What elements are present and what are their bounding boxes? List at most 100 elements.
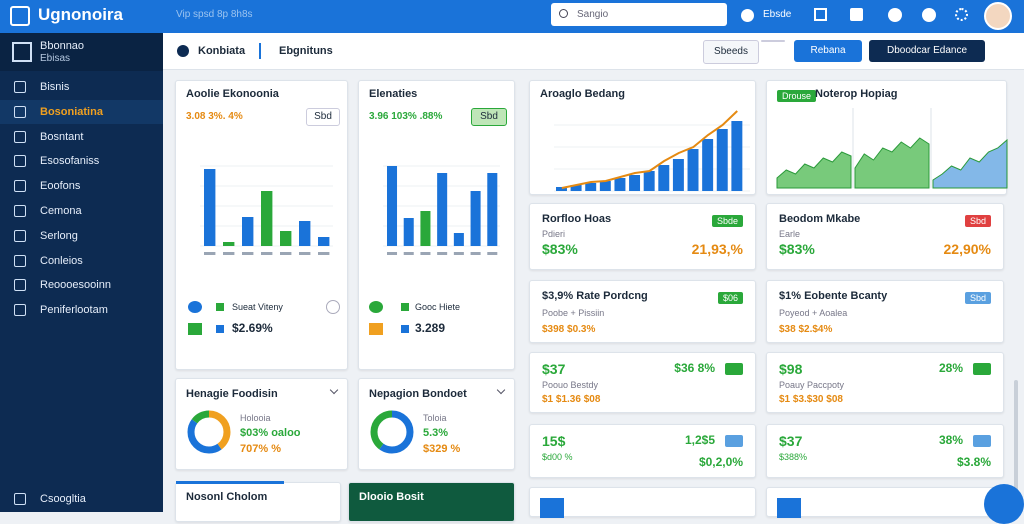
badge: Sbde <box>711 215 743 227</box>
bottom-card: Dlooio Bosit <box>348 482 515 522</box>
bar <box>470 191 481 246</box>
bar <box>453 233 464 246</box>
card-sub: $388% <box>779 452 808 462</box>
badge: $06 <box>717 292 743 304</box>
x-label <box>318 252 330 255</box>
card-title: $37 <box>779 433 803 449</box>
area <box>776 151 852 189</box>
search-box[interactable]: Sangio <box>551 3 727 26</box>
card-foot: $1 $1.36 $08 <box>542 394 601 405</box>
button[interactable]: Sbd <box>306 108 340 126</box>
bar <box>204 169 216 246</box>
icon[interactable] <box>922 8 936 22</box>
x-label <box>387 252 398 255</box>
donut-value: $03% oaloo <box>240 427 301 439</box>
card-title: Nepagion Bondoet <box>369 388 467 400</box>
card-title: Noterop Hopiag <box>815 88 898 100</box>
brand-block <box>0 33 163 71</box>
donut <box>370 410 414 454</box>
card-title: 15$ <box>542 433 566 449</box>
icon[interactable] <box>326 300 340 314</box>
bar <box>599 181 611 191</box>
icon[interactable] <box>888 8 902 22</box>
card-title: Aroaglo Bedang <box>540 88 625 100</box>
menu-footer[interactable]: Csoogltia <box>40 493 86 505</box>
scrollbar[interactable] <box>1014 380 1018 500</box>
bar <box>731 121 743 191</box>
card-sub: Poouo Bestdy <box>542 380 599 390</box>
bar <box>556 187 567 191</box>
legend-swatch <box>216 325 224 333</box>
card-value: $36 8% <box>674 361 715 375</box>
card-foot: $38 $2.$4% <box>779 324 833 335</box>
metric-card: $37 Poouo Bestdy $36 8% $1 $1.36 $08 <box>529 352 756 413</box>
chart-card: Aroaglo Bedang <box>529 80 756 195</box>
user-link[interactable]: Ebsde <box>763 9 792 20</box>
card-foot: $398 $0.3% <box>542 324 596 335</box>
icon[interactable] <box>850 8 863 21</box>
badge-icon <box>973 363 991 375</box>
donut-segment <box>187 410 231 454</box>
card-title: $37 <box>542 361 566 377</box>
icon[interactable] <box>741 9 754 22</box>
menu-item[interactable]: Reoooesooinn <box>40 279 111 292</box>
area <box>854 137 930 189</box>
bar <box>629 175 641 191</box>
legend-swatch <box>401 325 409 333</box>
x-label <box>437 252 448 255</box>
bar <box>242 217 254 246</box>
fab-button[interactable] <box>984 484 1024 524</box>
card-title: Dlooio Bosit <box>359 491 424 503</box>
x-label <box>204 252 216 255</box>
menu-item[interactable]: Bosntant <box>40 130 84 143</box>
x-label <box>280 252 292 255</box>
icon <box>177 45 189 57</box>
menu-item[interactable]: Cemona <box>40 205 82 217</box>
x-label <box>242 252 254 255</box>
bar <box>687 149 699 191</box>
button[interactable]: Sbeeds <box>703 40 759 64</box>
card-sub: Pdieri <box>542 229 566 239</box>
card-sub: Poauy Paccpoty <box>779 380 845 390</box>
bar <box>570 185 582 191</box>
button[interactable]: Rebana <box>794 40 862 62</box>
card-title: Henagie Foodisin <box>186 388 278 400</box>
x-label <box>223 252 235 255</box>
menu-item[interactable]: Bisnis <box>40 81 70 93</box>
card-value: $2.69% <box>232 321 273 335</box>
icon <box>14 304 26 317</box>
legend-swatch <box>401 303 409 311</box>
button[interactable]: Sbd <box>471 108 507 126</box>
icon <box>14 180 26 193</box>
bottom-card: Nosonl Cholom <box>175 481 341 522</box>
toolbar-tab[interactable]: Ebgnituns <box>279 45 333 57</box>
card-title: $3,9% Rate Pordcng <box>542 290 648 302</box>
bar <box>658 165 670 191</box>
card-title: Rorfloo Hoas <box>542 213 612 225</box>
sidebar: Bbonnao Ebisas Bisnis Bosoniatina Bosntant… <box>0 33 163 512</box>
button-icon[interactable] <box>761 40 785 42</box>
icon[interactable] <box>814 8 827 21</box>
menu-item[interactable]: Peniferlootam <box>40 304 108 317</box>
donut-segment <box>187 410 231 454</box>
top-bar: Ugnonoira Vip spsd 8p 8h8s Sangio Ebsde <box>0 0 1024 33</box>
badge: Sbd <box>964 292 991 304</box>
metric-card: 15$ $d00 % 1,2$5 $0,2,0% <box>529 424 756 478</box>
button[interactable]: Dboodcar Edance <box>869 40 985 62</box>
icon[interactable] <box>955 8 968 21</box>
menu-item[interactable]: Conleios <box>40 254 83 267</box>
avatar[interactable] <box>984 2 1012 30</box>
legend: Gooc Hiete <box>415 302 461 312</box>
bar <box>614 178 626 191</box>
menu-item[interactable]: Esosofaniss <box>40 155 100 168</box>
bar-chart <box>383 165 500 255</box>
menu-item[interactable]: Eoofons <box>40 180 81 193</box>
bar <box>585 183 597 191</box>
menu-item[interactable]: Serlong <box>40 229 78 242</box>
brand: Bbonnao <box>40 40 85 52</box>
area-charts <box>776 108 1008 189</box>
menu-item[interactable]: Bosoniatina <box>40 105 103 118</box>
metric-card <box>529 487 756 518</box>
bar <box>487 173 498 246</box>
donut <box>187 410 231 454</box>
